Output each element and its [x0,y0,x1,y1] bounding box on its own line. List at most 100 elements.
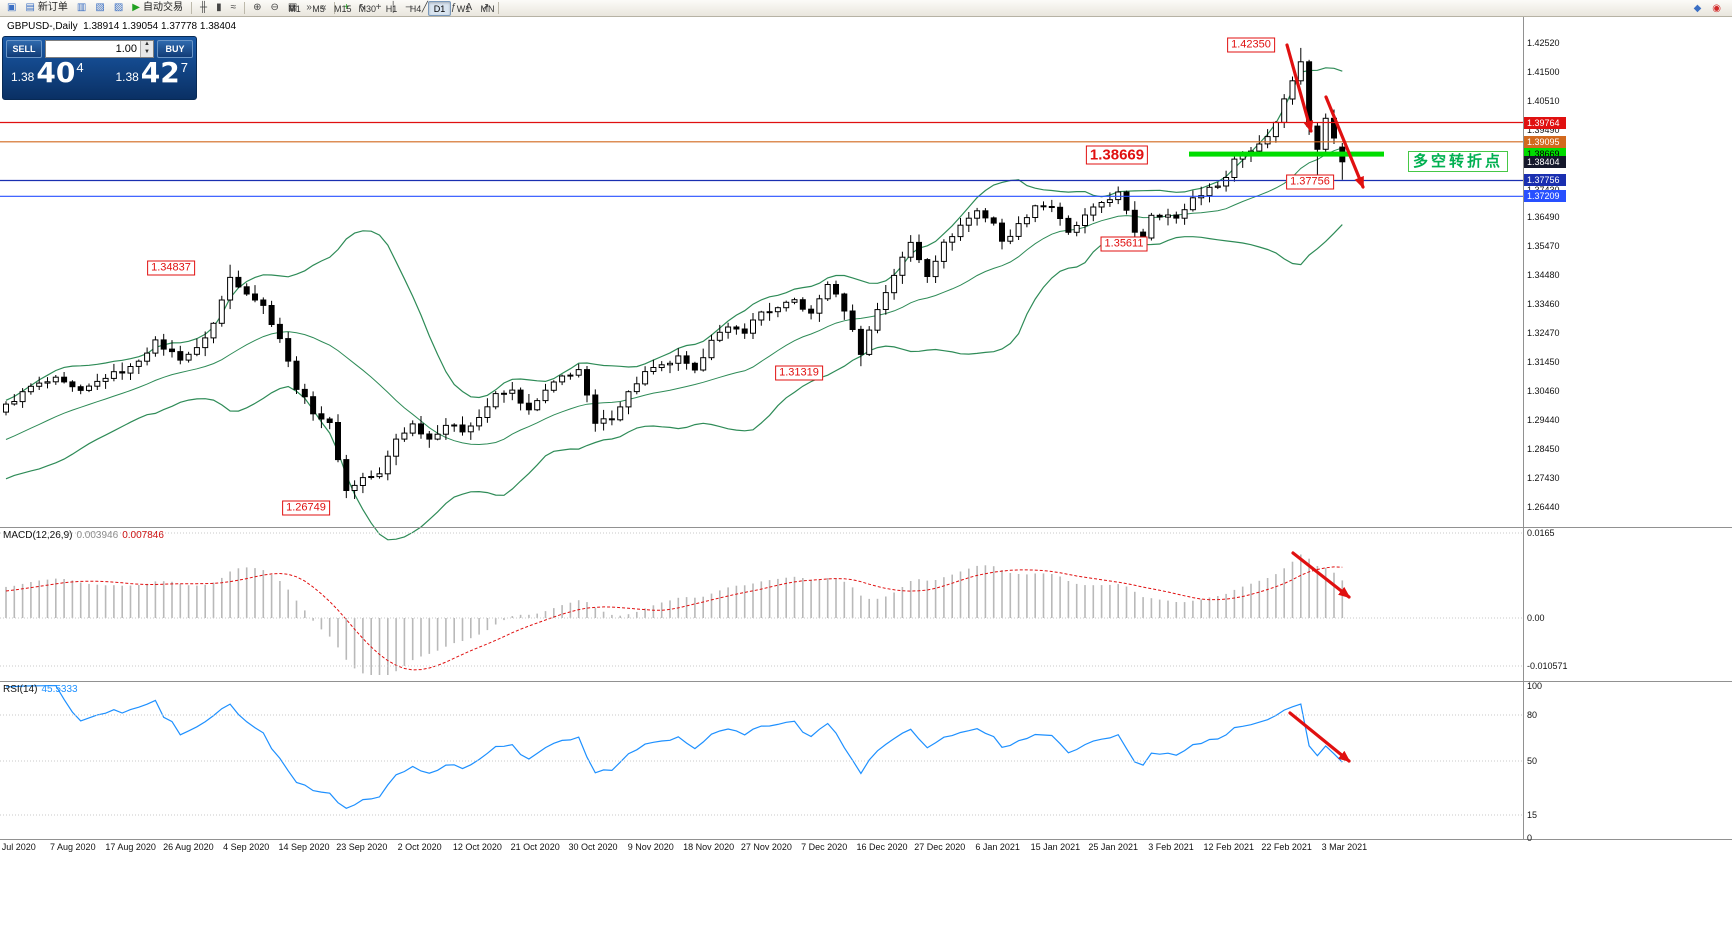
tile-windows-icon: ▦ [287,2,298,13]
date-axis-label[interactable]: 6 Jan 2021 [975,842,1020,852]
date-axis-label[interactable]: 7 Dec 2020 [801,842,848,852]
date-axis-label[interactable]: 14 Sep 2020 [278,842,330,852]
volume-up-icon[interactable]: ▲ [141,41,153,49]
date-axis-label[interactable]: 2 Oct 2020 [397,842,442,852]
chart-objects[interactable] [0,43,1523,763]
fibonacci-icon[interactable]: ƒ [447,1,461,16]
buy-price-display[interactable]: 1.38 42 7 [115,59,188,87]
date-axis-label[interactable]: 12 Feb 2021 [1203,842,1255,852]
new-order-button: ▤ [25,2,35,13]
buy-button[interactable]: BUY [157,40,193,58]
charts-window-icon: ▣ [7,2,17,13]
auto-scroll-icon[interactable]: » [302,1,316,16]
date-axis-label[interactable]: 21 Oct 2020 [510,842,560,852]
date-axis-label[interactable]: 30 Oct 2020 [568,842,618,852]
horizontal-line-icon[interactable]: ─ [402,1,417,16]
date-axis-label[interactable]: 18 Nov 2020 [683,842,735,852]
price-axis-tick: 1.36490 [1527,212,1560,222]
bar-chart-mode-icon[interactable]: ╫ [196,1,211,16]
price-axis-tick: 1.39490 [1527,125,1560,136]
date-axis-label[interactable]: 26 Aug 2020 [163,842,214,852]
new-order-button[interactable]: ▤ 新订单 [21,1,71,16]
volume-stepper[interactable]: ▲ ▼ [140,41,153,57]
price-callout-1.42350[interactable]: 1.42350 [1227,37,1275,53]
sell-price-display[interactable]: 1.38 40 4 [11,59,84,87]
terminal-icon[interactable]: ▨ [110,1,127,16]
tile-windows-icon[interactable]: ▦ [284,1,301,16]
arrows-tool-icon[interactable]: ↗ [477,1,493,16]
date-axis-label[interactable]: 17 Aug 2020 [105,842,156,852]
timeframe-group: M1 M5 M15 M30 H1 H4 D1 W1 MN [283,1,499,16]
sell-price-small: 1.38 [11,70,35,84]
date-axis-label[interactable]: 22 Feb 2021 [1261,842,1312,852]
rsi-indicator [5,684,1343,809]
price-callout-1.38669[interactable]: 1.38669 [1085,145,1149,165]
chart-title: GBPUSD-,Daily 1.38914 1.39054 1.37778 1.… [7,21,237,32]
date-axis-label[interactable]: 12 Oct 2020 [452,842,502,852]
date-axis-label[interactable]: 7 Aug 2020 [50,842,96,852]
price-callout-1.37756[interactable]: 1.37756 [1286,174,1334,190]
rsi-value: 45.5333 [41,684,78,695]
price-axis-tag-1.37209: 1.37209 [1524,190,1566,203]
volume-down-icon[interactable]: ▼ [141,49,153,57]
macd-axis-tick: 0.00 [1527,613,1545,623]
date-axis-label[interactable]: 16 Dec 2020 [856,842,908,852]
date-axis-label[interactable]: 27 Dec 2020 [914,842,966,852]
volume-value[interactable]: 1.00 [115,43,137,55]
macd-indicator [5,554,1344,675]
timeframe-mn-button[interactable]: MN [480,3,495,14]
macd-axis-tick: -0.010571 [1527,661,1568,671]
date-axis-label[interactable]: 27 Nov 2020 [740,842,792,852]
market-watch-icon[interactable]: ▥ [73,1,90,16]
macd-main-value: 0.003946 [76,530,119,541]
charts-window-icon[interactable]: ▣ [3,1,20,16]
toolbar-separator [497,2,499,14]
mood-indicator-icon[interactable]: ◉ [1712,2,1721,14]
trendline-icon: ╱ [421,2,428,13]
indicators-icon[interactable]: + [339,1,353,16]
window-style-icon[interactable]: ◆ [1693,2,1702,14]
timeframe-h4-button[interactable]: H4 [409,3,422,14]
timeframe-w1-button[interactable]: W1 [456,3,471,14]
timeframe-h1-button[interactable]: H1 [385,3,398,14]
volume-input[interactable]: 1.00 ▲ ▼ [45,40,154,58]
chart-shift-icon[interactable]: « [317,1,331,16]
timeframe-m1-button[interactable]: M1 [288,3,301,14]
price-callout-1.35611[interactable]: 1.35611 [1100,236,1148,252]
price-callout-1.26749[interactable]: 1.26749 [282,500,330,516]
date-axis-label[interactable]: 9 Nov 2020 [627,842,674,852]
date-axis-label[interactable]: 4 Sep 2020 [223,842,270,852]
auto-trading-button: ▶ [132,2,140,13]
cursor-icon[interactable]: ↖ [354,1,370,16]
text-tool-icon[interactable]: A [461,1,476,16]
timeframe-d1-button[interactable]: D1 [428,1,452,16]
zoom-in-icon: ⊕ [253,2,262,13]
date-axis-label[interactable]: 3 Mar 2021 [1321,842,1368,852]
price-callout-1.34837[interactable]: 1.34837 [147,260,195,276]
date-axis-label[interactable]: 23 Sep 2020 [336,842,388,852]
data-window-icon[interactable]: ▧ [91,1,108,16]
zoom-in-icon[interactable]: ⊕ [249,1,265,16]
bull-bear-turning-point-annotation[interactable]: 多空转折点 [1408,151,1509,172]
timeframe-m15-button[interactable]: M15 [334,3,352,14]
toolbar: ▣▤新订单▥▧▨▶自动交易╫▮≈⊕⊖▦»«+↖+│─╱∥ƒA↗ [0,0,1732,17]
date-axis-label[interactable]: 15 Jan 2021 [1030,842,1081,852]
crosshair-icon[interactable]: + [372,1,386,16]
date-axis-label[interactable]: 25 Jan 2021 [1088,842,1138,852]
auto-trading-button[interactable]: ▶ 自动交易 [128,1,187,16]
timeframe-m30-button[interactable]: M30 [358,3,377,14]
candlestick-mode-icon[interactable]: ▮ [212,1,226,16]
sell-price-big: 40 [36,56,76,89]
timeframe-m5-button[interactable]: M5 [312,3,325,14]
zoom-out-icon[interactable]: ⊖ [266,1,282,16]
date-axis-label[interactable]: 9 Jul 2020 [0,842,36,852]
sell-button[interactable]: SELL [6,40,42,58]
trendline-icon[interactable]: ╱ [418,1,432,16]
vertical-line-icon[interactable]: │ [387,1,401,16]
price-callout-1.31319[interactable]: 1.31319 [775,365,823,381]
date-axis-label[interactable]: 3 Feb 2021 [1148,842,1194,852]
line-chart-mode-icon[interactable]: ≈ [227,1,241,16]
price-axis-tick: 1.28450 [1527,444,1560,454]
auto-trading-button-label: 自动交易 [142,2,183,13]
